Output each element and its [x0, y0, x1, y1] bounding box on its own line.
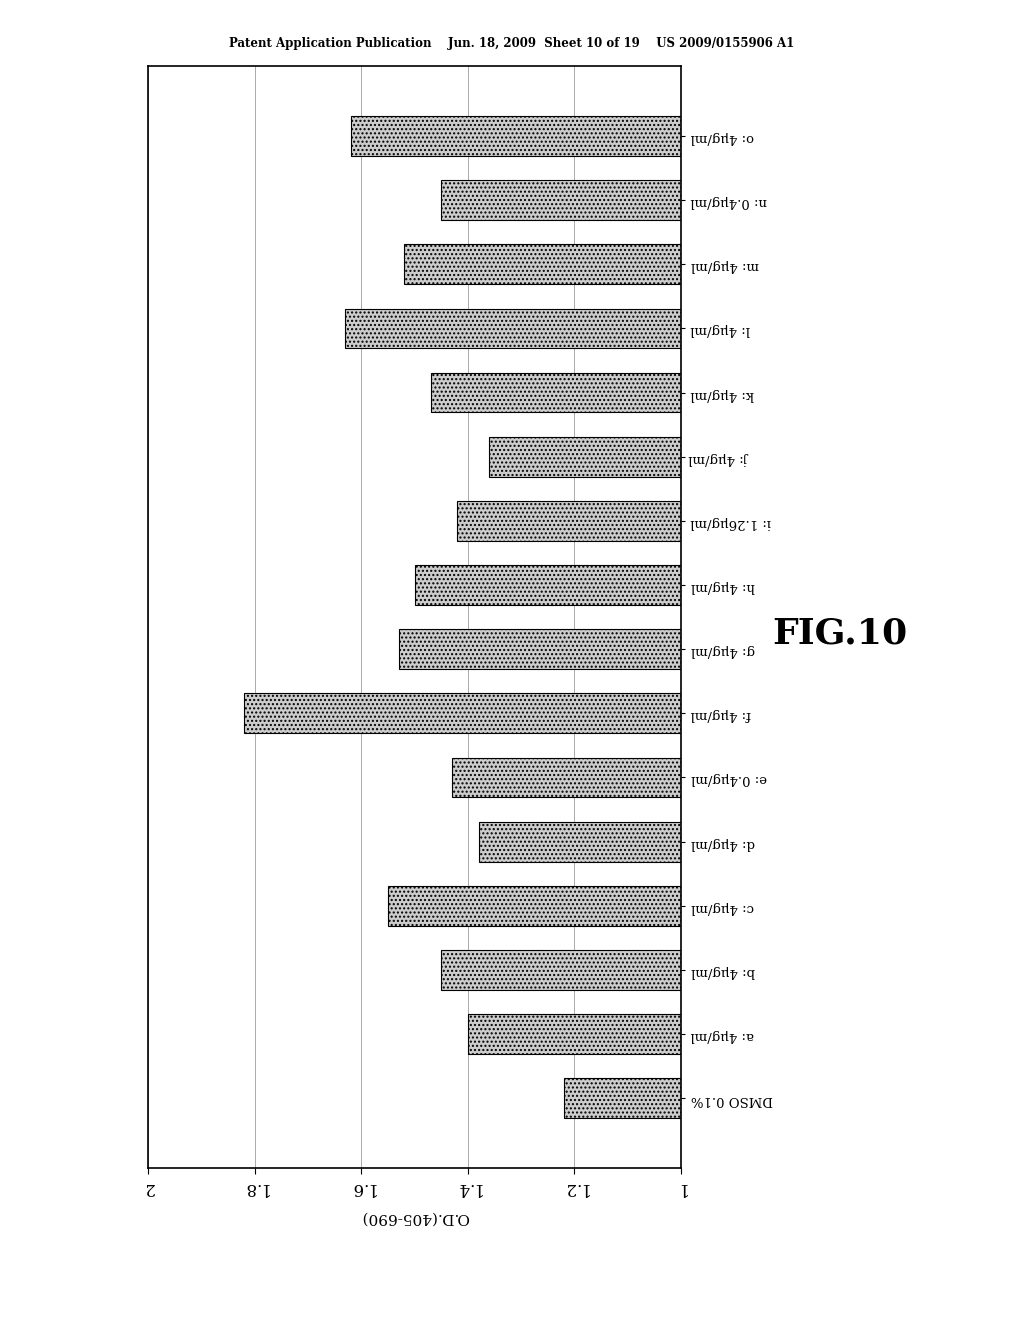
Bar [388, 886, 681, 925]
Bar [468, 1014, 681, 1053]
Bar [431, 372, 681, 412]
Text: Patent Application Publication    Jun. 18, 2009  Sheet 10 of 19    US 2009/01559: Patent Application Publication Jun. 18, … [229, 37, 795, 50]
Bar [245, 693, 681, 733]
X-axis label: O.D.(405-690): O.D.(405-690) [360, 1210, 469, 1224]
Bar [351, 116, 681, 156]
Bar [404, 244, 681, 284]
Bar [441, 181, 681, 220]
Bar [458, 502, 681, 541]
Bar [452, 758, 681, 797]
Bar [415, 565, 681, 605]
Bar [398, 630, 681, 669]
Bar [564, 1078, 681, 1118]
Bar [489, 437, 681, 477]
Text: FIG.10: FIG.10 [772, 616, 907, 651]
Bar [441, 950, 681, 990]
Bar [478, 822, 681, 862]
Bar [345, 309, 681, 348]
